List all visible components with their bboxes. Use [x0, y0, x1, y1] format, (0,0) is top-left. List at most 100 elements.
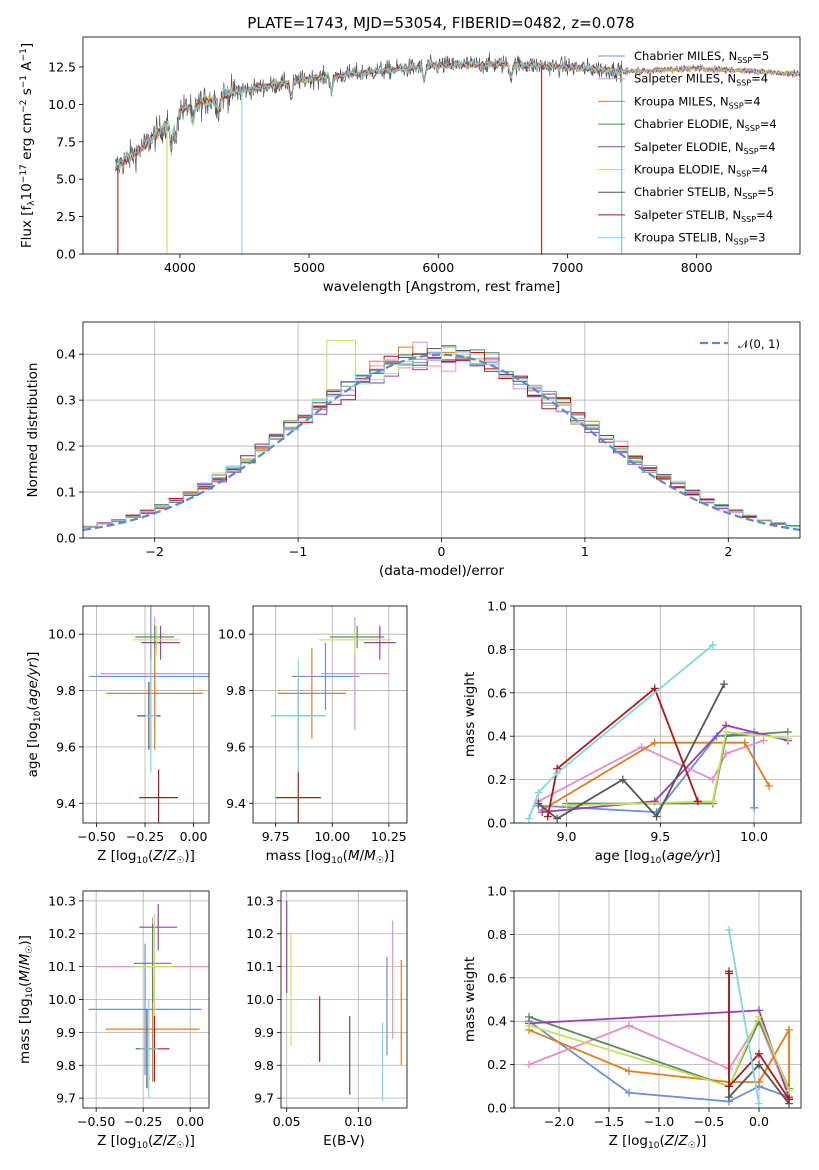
legend-n: , N: [720, 163, 736, 177]
y-tick-label: 9.8: [226, 683, 246, 698]
grid: [281, 891, 407, 1108]
y-tick-label: 0.2: [487, 772, 507, 787]
legend-ssp: SSP: [741, 215, 756, 224]
figure-title: PLATE=1743, MJD=53054, FIBERID=0482, z=0…: [247, 14, 634, 32]
axes-frame: [82, 36, 801, 255]
weight-marker: [750, 803, 759, 812]
weight-marker: [708, 797, 717, 806]
legend-ssp: SSP: [736, 79, 751, 88]
errorbar-chabrier-elodie: [133, 923, 172, 1003]
weight-marker: [708, 641, 717, 650]
legend-eq: =: [752, 49, 762, 63]
plot-area: [271, 617, 396, 823]
y-tick-label: 10.1: [246, 959, 274, 974]
spectrum-panel: 4000 5000 6000 7000 8000 0.0 2.5 5.0 7.5 10.0 12.5…: [19, 36, 801, 295]
errorbar-chabrier-miles: [291, 642, 360, 711]
legend-model: Chabrier STELIB: [634, 185, 726, 199]
weight-marker: [650, 738, 659, 747]
weight-lines: [525, 926, 793, 1108]
x-tick-label: −0.50: [77, 829, 115, 844]
y-tick-label: 10.3: [246, 893, 274, 908]
weight-marker: [553, 814, 562, 823]
weight-marker: [525, 1021, 533, 1030]
axes-frame: [82, 890, 210, 1109]
x-axis-label: Z [log10(Z/Z☉)]: [97, 848, 195, 866]
x-axis-label: mass [log10(M/M☉)]: [266, 848, 395, 866]
residuals-panel: −2 −1 0 1 2 0.0 0.1 0.2 0.3 0.4 𝒩(0, 1) (data-model…: [25, 321, 801, 579]
y-tick-label: 10.0: [48, 97, 76, 112]
y-tick-label: 10.1: [48, 959, 76, 974]
y-axis-label: mass weight: [462, 672, 478, 757]
y-tick-label: 9.6: [56, 739, 76, 754]
spectra: [114, 52, 800, 254]
weight-series-salpeter-stelib: [543, 684, 702, 821]
legend-entry: Chabrier MILES, NSSP=5: [634, 49, 769, 65]
weight-marker: [553, 769, 562, 778]
legend-n: , N: [728, 140, 744, 154]
weight-marker: [525, 1060, 533, 1069]
weight-line: [528, 1014, 790, 1091]
grid: [514, 605, 801, 824]
legend-n-value: 4: [768, 140, 775, 154]
y-tick-label: 7.5: [56, 134, 76, 149]
legend-entry: Kroupa ELODIE, NSSP=4: [634, 163, 768, 179]
x-tick-label: −2.0: [544, 1114, 574, 1129]
legend-n: , N: [721, 49, 737, 63]
weight-marker: [721, 727, 730, 736]
weight-marker: [755, 1012, 763, 1021]
axes-frame: [82, 605, 210, 824]
legend-ssp: SSP: [745, 124, 760, 133]
y-tick-label: 9.4: [56, 796, 76, 811]
plot-area: [114, 52, 800, 254]
errorbar-salpeter-elodie: [363, 625, 396, 660]
weight-marker: [525, 814, 534, 823]
weight-marker: [650, 684, 659, 693]
x-axis-label: Z [log10(Z/Z☉)]: [609, 1133, 707, 1151]
y-axis-label: mass weight: [462, 957, 478, 1042]
weight-marker: [625, 1088, 633, 1097]
errorbar-chabrier-elodie: [135, 625, 175, 649]
residuals-legend: 𝒩(0, 1): [700, 337, 780, 351]
y-tick-label: 10.0: [246, 992, 274, 1007]
weight-marker: [618, 775, 627, 784]
x-tick-label: −1: [289, 544, 307, 559]
x-tick-label: 5000: [293, 260, 325, 275]
weight-marker: [562, 801, 571, 810]
errorbar-kroupa-stelib: [145, 659, 157, 773]
errorbar-chabrier-miles: [88, 943, 202, 1076]
grid: [514, 890, 801, 1109]
spectrum-line-kroupa-stelib: [114, 57, 623, 254]
errorbars: [271, 617, 396, 823]
x-tick-label: 0: [438, 544, 446, 559]
x-tick-label: −1.0: [644, 1114, 674, 1129]
legend-eq: =: [751, 72, 761, 86]
legend-entry: Salpeter ELODIE, NSSP=4: [634, 140, 776, 156]
legend-n-value: 4: [769, 117, 776, 131]
axes-frame: [82, 321, 801, 539]
x-tick-label: 6000: [422, 260, 454, 275]
y-tick-label: 1.0: [487, 884, 507, 899]
legend-model: Chabrier MILES: [634, 49, 721, 63]
axes-frame: [513, 605, 802, 824]
legend-n-value: 5: [767, 185, 774, 199]
y-tick-label: 0.2: [487, 1057, 507, 1072]
errorbar-kroupa-miles: [106, 637, 204, 750]
errorbar-kroupa-elodie: [135, 914, 174, 1020]
axes-frame: [513, 890, 802, 1109]
weight-series-chabrier-stelib: [534, 680, 729, 823]
y-axis-label: Normed distribution: [25, 363, 41, 498]
weight-marker: [543, 812, 552, 821]
x-tick-label: 1: [581, 544, 589, 559]
y-tick-label: 9.9: [254, 1025, 274, 1040]
x-tick-label: −2: [145, 544, 163, 559]
x-tick-label: 0.00: [176, 1114, 204, 1129]
x-tick-label: 0.00: [180, 829, 208, 844]
legend-ssp: SSP: [742, 192, 757, 201]
x-tick-label: 9.0: [557, 829, 577, 844]
z-mass-panel: −0.50 −0.25 0.00 9.7 9.8 9.9 10.0 10.1 10.2 10.3 Z…: [17, 890, 210, 1151]
weight-series-salpeter-stelib: [725, 969, 793, 1104]
errorbar-salpeter-elodie: [141, 625, 180, 660]
legend-model: Salpeter STELIB: [634, 208, 725, 222]
plot-area: [525, 641, 792, 823]
legend-n-value: 4: [761, 72, 768, 86]
